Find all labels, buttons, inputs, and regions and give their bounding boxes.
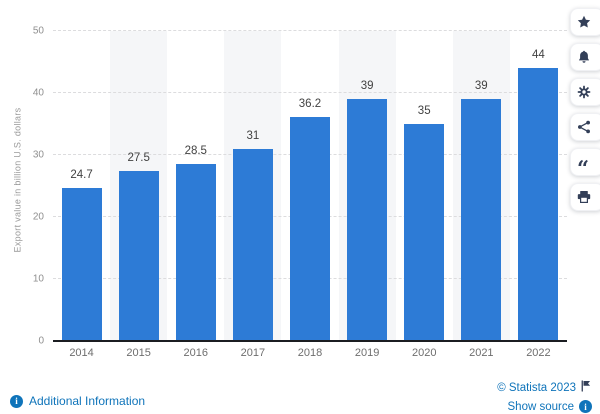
bar-value-label: 24.7 xyxy=(70,168,93,181)
bar-value-label: 44 xyxy=(532,49,545,62)
chart-column: 35 xyxy=(396,20,453,341)
bar-value-label: 28.5 xyxy=(184,145,207,158)
y-tick-label: 40 xyxy=(32,87,44,99)
bar[interactable] xyxy=(232,148,273,341)
x-axis-line xyxy=(53,340,567,342)
y-tick-label: 0 xyxy=(38,335,44,347)
y-tick-label: 50 xyxy=(32,25,44,37)
y-tick-label: 10 xyxy=(32,273,44,285)
copyright-row: © Statista 2023 xyxy=(497,380,592,395)
additional-information-label: Additional Information xyxy=(29,394,146,408)
footer-source-block: © Statista 2023 Show source i xyxy=(497,380,592,413)
bar-value-label: 39 xyxy=(360,80,374,93)
bar-chart-plot: 24.7 27.5 28.5 31 36.2 39 35 39 44 xyxy=(53,20,567,342)
share-button[interactable] xyxy=(570,113,600,141)
copyright-label: © Statista 2023 xyxy=(497,381,576,394)
bell-icon xyxy=(577,50,591,64)
info-icon: i xyxy=(10,394,23,408)
source-info-icon: i xyxy=(579,400,592,413)
y-tick-label: 20 xyxy=(32,211,44,223)
x-tick-label: 2014 xyxy=(69,347,94,359)
x-tick-label: 2018 xyxy=(297,347,323,359)
action-toolbar: “ xyxy=(570,8,600,211)
share-icon xyxy=(577,120,591,134)
settings-button[interactable] xyxy=(570,78,600,106)
y-axis: 0 10 20 30 40 50 xyxy=(0,20,44,347)
bar[interactable] xyxy=(347,99,388,341)
bar-value-label: 27.5 xyxy=(127,151,150,164)
favorite-button[interactable] xyxy=(570,8,600,36)
bar[interactable] xyxy=(61,187,102,341)
bar[interactable] xyxy=(175,164,216,341)
bar[interactable] xyxy=(461,99,502,341)
show-source-link[interactable]: Show source i xyxy=(508,400,592,413)
bar[interactable] xyxy=(289,116,330,341)
bar-value-label: 39 xyxy=(474,80,488,93)
x-tick-label: 2016 xyxy=(183,347,209,359)
x-tick-label: 2019 xyxy=(354,347,380,359)
bar-value-label: 31 xyxy=(246,129,260,142)
gear-icon xyxy=(577,85,591,99)
x-tick-label: 2021 xyxy=(469,347,494,359)
x-tick-label: 2020 xyxy=(411,347,437,359)
printer-icon xyxy=(577,190,591,204)
bar[interactable] xyxy=(518,68,559,341)
notifications-button[interactable] xyxy=(570,43,600,71)
gridline xyxy=(53,92,567,93)
x-tick-label: 2015 xyxy=(126,347,151,359)
additional-information-link[interactable]: i Additional Information xyxy=(10,394,145,408)
chart-column: 28.5 xyxy=(167,20,224,341)
chart-column: 24.7 xyxy=(53,20,110,341)
chart-column: 44 xyxy=(510,20,567,341)
chart-column: 39 xyxy=(452,20,510,341)
star-icon xyxy=(577,15,591,29)
gridline xyxy=(53,30,567,31)
bar[interactable] xyxy=(118,170,159,341)
chart-column: 39 xyxy=(338,20,396,341)
bar-value-label: 36.2 xyxy=(298,97,322,110)
show-source-label: Show source xyxy=(507,400,574,413)
bar-value-label: 35 xyxy=(417,105,431,117)
y-tick-label: 30 xyxy=(32,149,44,161)
x-axis: 2014 2015 2016 2017 2018 2019 2020 2021 2022 xyxy=(53,347,567,359)
chart-column: 36.2 xyxy=(281,20,338,341)
cite-button[interactable]: “ xyxy=(570,148,600,179)
chart-column: 31 xyxy=(224,20,282,341)
bar[interactable] xyxy=(404,124,445,341)
chart-column: 27.5 xyxy=(110,20,168,341)
flag-icon[interactable] xyxy=(581,380,592,395)
x-tick-label: 2022 xyxy=(526,347,551,359)
x-tick-label: 2017 xyxy=(240,347,266,359)
print-button[interactable] xyxy=(570,183,600,211)
